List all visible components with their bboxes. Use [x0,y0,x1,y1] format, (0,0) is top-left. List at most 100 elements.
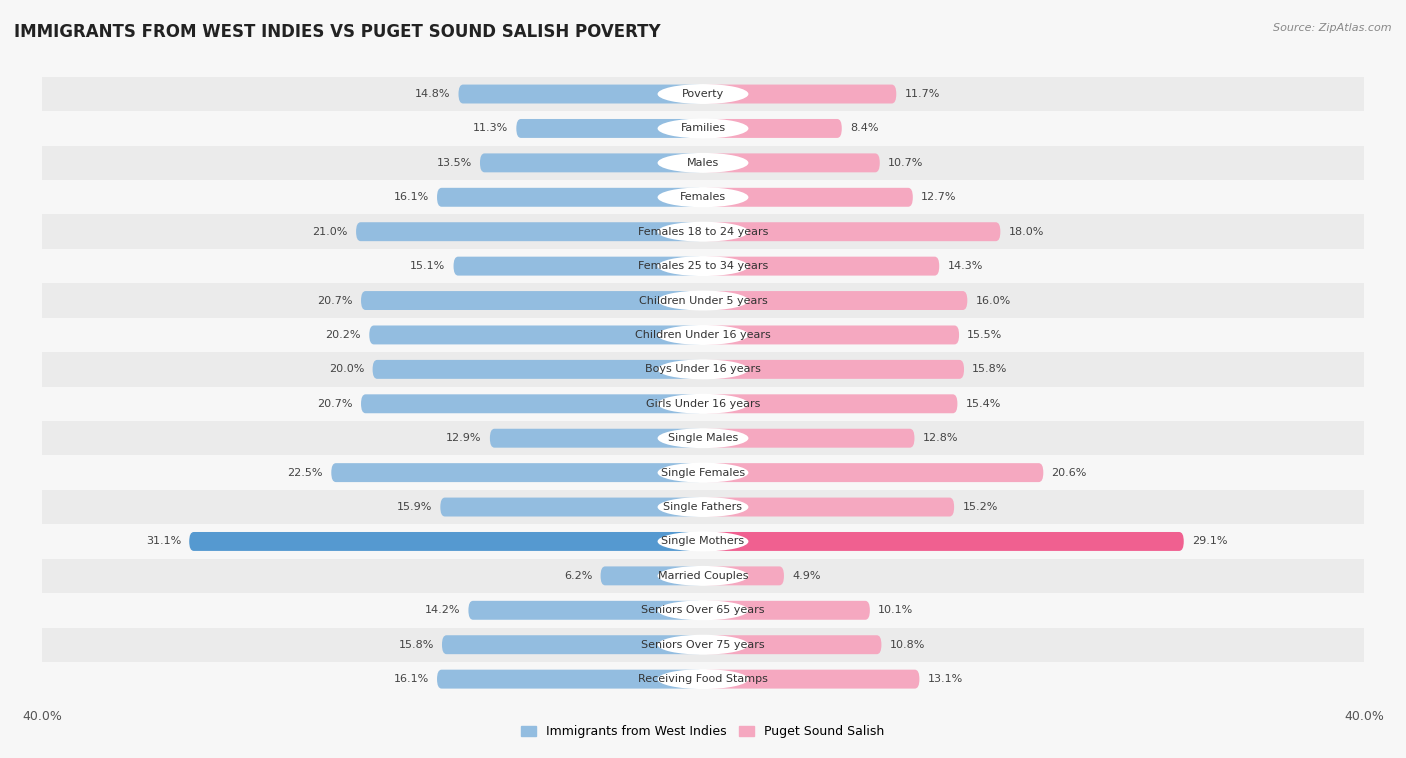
Text: 20.7%: 20.7% [318,296,353,305]
FancyBboxPatch shape [703,153,880,172]
FancyBboxPatch shape [600,566,703,585]
Text: Married Couples: Married Couples [658,571,748,581]
FancyBboxPatch shape [190,532,703,551]
Text: 18.0%: 18.0% [1008,227,1045,236]
Text: 15.5%: 15.5% [967,330,1002,340]
Text: 14.8%: 14.8% [415,89,450,99]
FancyBboxPatch shape [370,325,703,344]
Legend: Immigrants from West Indies, Puget Sound Salish: Immigrants from West Indies, Puget Sound… [516,720,890,744]
FancyBboxPatch shape [361,394,703,413]
Ellipse shape [658,118,748,139]
Text: 10.1%: 10.1% [879,606,914,615]
Text: 12.7%: 12.7% [921,193,956,202]
Text: Single Mothers: Single Mothers [661,537,745,547]
Text: Receiving Food Stamps: Receiving Food Stamps [638,674,768,684]
Text: 15.8%: 15.8% [398,640,433,650]
Bar [42,249,1364,283]
Ellipse shape [658,600,748,620]
Ellipse shape [658,531,748,551]
FancyBboxPatch shape [441,635,703,654]
Bar [42,387,1364,421]
Text: 22.5%: 22.5% [288,468,323,478]
Bar [42,525,1364,559]
FancyBboxPatch shape [703,119,842,138]
FancyBboxPatch shape [703,291,967,310]
Bar [42,628,1364,662]
FancyBboxPatch shape [703,669,920,688]
Text: Girls Under 16 years: Girls Under 16 years [645,399,761,409]
Text: 20.6%: 20.6% [1052,468,1087,478]
Ellipse shape [658,566,748,586]
Text: 6.2%: 6.2% [564,571,592,581]
FancyBboxPatch shape [703,188,912,207]
Bar [42,490,1364,525]
Text: 20.7%: 20.7% [318,399,353,409]
Text: 11.3%: 11.3% [472,124,508,133]
Ellipse shape [658,359,748,379]
Text: Seniors Over 75 years: Seniors Over 75 years [641,640,765,650]
Bar [42,593,1364,628]
FancyBboxPatch shape [703,222,1001,241]
FancyBboxPatch shape [703,566,785,585]
FancyBboxPatch shape [703,497,955,516]
Ellipse shape [658,669,748,689]
Text: Females 25 to 34 years: Females 25 to 34 years [638,261,768,271]
FancyBboxPatch shape [361,291,703,310]
Bar [42,111,1364,146]
Text: 21.0%: 21.0% [312,227,347,236]
FancyBboxPatch shape [332,463,703,482]
FancyBboxPatch shape [703,635,882,654]
Text: 12.9%: 12.9% [446,434,482,443]
Ellipse shape [658,394,748,414]
Text: 13.1%: 13.1% [928,674,963,684]
Bar [42,456,1364,490]
Text: 16.1%: 16.1% [394,193,429,202]
Ellipse shape [658,153,748,173]
Ellipse shape [658,256,748,276]
Text: 20.0%: 20.0% [329,365,364,374]
FancyBboxPatch shape [356,222,703,241]
Text: 20.2%: 20.2% [326,330,361,340]
Bar [42,662,1364,697]
FancyBboxPatch shape [703,257,939,276]
Bar [42,180,1364,215]
Text: 29.1%: 29.1% [1192,537,1227,547]
Text: 16.0%: 16.0% [976,296,1011,305]
Bar [42,283,1364,318]
FancyBboxPatch shape [703,429,914,448]
FancyBboxPatch shape [479,153,703,172]
Ellipse shape [658,222,748,242]
Text: Single Females: Single Females [661,468,745,478]
FancyBboxPatch shape [703,325,959,344]
Bar [42,559,1364,593]
FancyBboxPatch shape [703,463,1043,482]
Ellipse shape [658,634,748,655]
Text: 10.7%: 10.7% [889,158,924,168]
FancyBboxPatch shape [437,188,703,207]
Bar [42,318,1364,352]
Text: 15.2%: 15.2% [962,502,998,512]
Text: Families: Families [681,124,725,133]
Bar [42,352,1364,387]
Text: Children Under 16 years: Children Under 16 years [636,330,770,340]
FancyBboxPatch shape [440,497,703,516]
FancyBboxPatch shape [703,360,965,379]
Text: 15.8%: 15.8% [973,365,1008,374]
FancyBboxPatch shape [703,532,1184,551]
Text: Single Males: Single Males [668,434,738,443]
FancyBboxPatch shape [468,601,703,620]
Text: Source: ZipAtlas.com: Source: ZipAtlas.com [1274,23,1392,33]
Text: 15.1%: 15.1% [411,261,446,271]
Text: Males: Males [688,158,718,168]
Text: IMMIGRANTS FROM WEST INDIES VS PUGET SOUND SALISH POVERTY: IMMIGRANTS FROM WEST INDIES VS PUGET SOU… [14,23,661,41]
Text: Single Fathers: Single Fathers [664,502,742,512]
Text: 8.4%: 8.4% [851,124,879,133]
Bar [42,77,1364,111]
FancyBboxPatch shape [516,119,703,138]
FancyBboxPatch shape [373,360,703,379]
Text: Females: Females [681,193,725,202]
Bar [42,146,1364,180]
FancyBboxPatch shape [458,85,703,104]
Text: 10.8%: 10.8% [890,640,925,650]
Text: 11.7%: 11.7% [904,89,941,99]
